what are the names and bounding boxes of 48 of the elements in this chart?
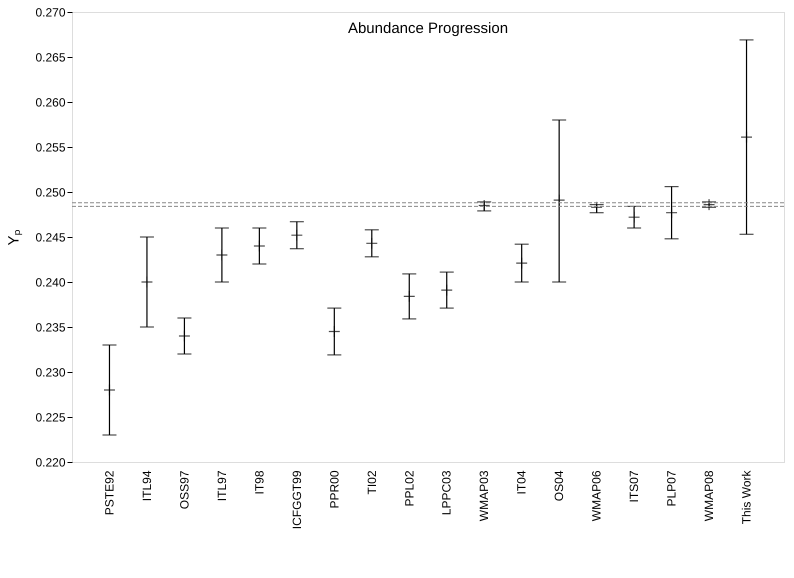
x-tick-label: WMAP08 [702, 470, 716, 522]
point [178, 330, 190, 342]
point [366, 237, 378, 250]
x-tick-label: PPL02 [402, 470, 416, 507]
x-tick-label: WMAP06 [590, 470, 604, 522]
x-tick-label: ITL94 [140, 470, 154, 502]
y-tick-label: 0.250 [35, 186, 66, 200]
point [516, 257, 528, 270]
point [590, 201, 603, 214]
x-tick-label: ITS07 [627, 470, 642, 503]
y-tick-label: 0.260 [35, 96, 66, 110]
y-tick-label: 0.220 [35, 456, 66, 470]
x-tick-label: WMAP03 [477, 470, 492, 522]
y-tick-label: 0.240 [35, 276, 66, 290]
point [328, 325, 340, 338]
x-tick-label: OSS97 [177, 470, 192, 510]
x-tick-label: ICFGGT99 [290, 470, 304, 530]
y-tick-label: 0.265 [35, 50, 66, 64]
y-axis-title: Yₚ [5, 229, 22, 246]
x-tick-label: IT04 [514, 470, 529, 495]
point [440, 284, 453, 296]
x-tick-label: LPPC03 [440, 470, 454, 516]
text: Abundance Progression [348, 20, 508, 37]
x-tick-label: PLP07 [664, 470, 679, 507]
point [628, 211, 640, 224]
point [103, 384, 116, 396]
point [403, 290, 416, 302]
point [253, 240, 266, 252]
x-tick-label: OS04 [552, 470, 566, 502]
point [666, 206, 678, 219]
y-tick-label: 0.255 [35, 140, 66, 154]
x-tick-label: TI02 [364, 470, 379, 495]
x-tick-label: This Work [740, 470, 754, 524]
point [702, 198, 716, 211]
y-tick-label: 0.230 [35, 366, 66, 380]
point [216, 248, 228, 262]
point [553, 194, 566, 206]
y-tick-label: 0.235 [35, 320, 66, 334]
x-tick-label: IT98 [252, 470, 266, 495]
point [740, 131, 753, 144]
point [290, 229, 303, 242]
y-tick-label: 0.270 [35, 6, 66, 20]
x-tick-label: PSTE92 [102, 470, 116, 516]
x-tick-label: ITL97 [214, 470, 229, 502]
x-tick-label: PPR00 [327, 470, 342, 509]
point [140, 276, 154, 288]
y-tick-label: 0.245 [35, 230, 66, 244]
y-tick-label: 0.225 [35, 410, 66, 424]
